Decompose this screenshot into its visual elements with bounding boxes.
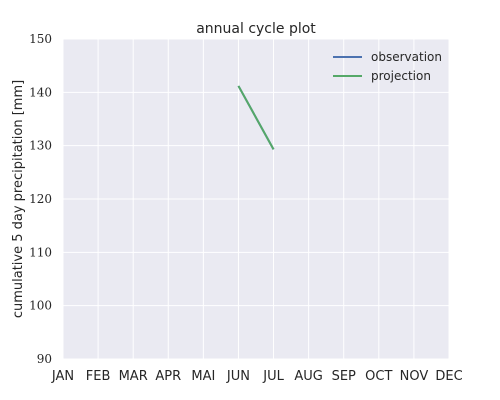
y-tick-label: 90: [37, 352, 52, 366]
y-axis-label: cumulative 5 day precipitation [mm]: [11, 80, 26, 318]
series-line-projection: [237, 85, 275, 150]
chart-title: annual cycle plot: [196, 21, 316, 37]
x-tick-label: OCT: [365, 369, 392, 384]
y-tick-label: 120: [29, 192, 52, 206]
y-tick-label: 150: [29, 32, 52, 46]
legend-label-observation: observation: [371, 50, 442, 64]
x-tick-label: DEC: [435, 369, 462, 384]
legend: observation projection: [333, 50, 442, 83]
x-tick-label: MAI: [191, 369, 215, 384]
x-tick-label: JUL: [262, 369, 284, 384]
x-tick-label: JUN: [226, 369, 250, 384]
grid-lines: [62, 38, 450, 360]
y-tick-label: 100: [29, 299, 52, 313]
x-tick-labels: JAN FEB MAR APR MAI JUN JUL AUG SEP OCT NOV DEC: [51, 369, 463, 384]
x-tick-label: AUG: [294, 369, 322, 384]
x-tick-label: APR: [155, 369, 181, 384]
y-tick-label: 130: [29, 139, 52, 153]
x-tick-label: SEP: [332, 369, 356, 384]
y-tick-label: 110: [29, 245, 52, 259]
x-tick-label: FEB: [86, 369, 111, 384]
y-tick-label: 140: [29, 85, 52, 99]
x-tick-label: JAN: [51, 369, 74, 384]
y-tick-labels: 90 100 110 120 130 140 150: [29, 32, 52, 366]
x-tick-label: MAR: [119, 369, 148, 384]
legend-label-projection: projection: [371, 69, 431, 83]
series-layer: [237, 85, 275, 150]
x-tick-label: NOV: [400, 369, 429, 384]
